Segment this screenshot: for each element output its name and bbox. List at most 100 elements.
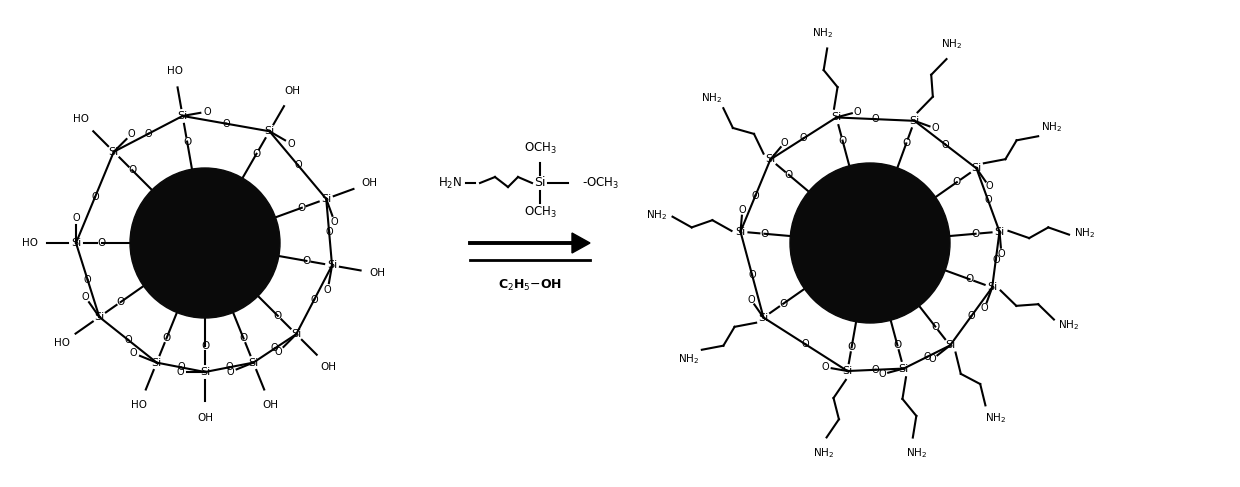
Text: NH$_2$: NH$_2$ — [701, 91, 722, 105]
Text: NH$_2$: NH$_2$ — [985, 411, 1006, 425]
Text: O: O — [303, 256, 310, 266]
Text: O: O — [847, 342, 856, 353]
Text: O: O — [128, 165, 136, 175]
Text: O: O — [253, 149, 260, 159]
Text: O: O — [272, 343, 279, 354]
Text: O: O — [781, 138, 789, 148]
Text: NH$_2$: NH$_2$ — [812, 26, 833, 40]
Text: Si: Si — [109, 147, 119, 157]
Text: O: O — [294, 160, 301, 170]
Text: Si: Si — [759, 313, 769, 322]
Text: Si: Si — [735, 226, 745, 237]
Text: O: O — [128, 129, 135, 139]
Text: O: O — [746, 295, 755, 304]
Text: O: O — [903, 138, 910, 149]
Text: O: O — [838, 135, 847, 146]
Text: O: O — [324, 285, 331, 295]
Text: HO: HO — [73, 114, 89, 124]
Text: O: O — [800, 133, 807, 144]
Text: Fe$_3$O$_4$: Fe$_3$O$_4$ — [174, 232, 237, 254]
Text: OCH$_3$: OCH$_3$ — [523, 140, 557, 155]
Text: Si: Si — [765, 154, 775, 165]
Text: O: O — [91, 192, 99, 203]
Text: Fe$_3$O$_4$: Fe$_3$O$_4$ — [838, 232, 901, 254]
Text: O: O — [298, 203, 306, 213]
Text: O: O — [952, 177, 961, 187]
Text: O: O — [931, 321, 940, 332]
Text: O: O — [751, 190, 759, 201]
Text: O: O — [184, 136, 191, 147]
Text: O: O — [201, 341, 210, 351]
Text: O: O — [966, 274, 973, 284]
Polygon shape — [572, 233, 590, 253]
Text: O: O — [872, 365, 879, 375]
Text: O: O — [177, 362, 185, 372]
Text: O: O — [992, 255, 999, 264]
Text: Si: Si — [248, 357, 258, 368]
Text: HO: HO — [22, 238, 38, 248]
Text: O: O — [98, 238, 107, 248]
Text: OH: OH — [321, 362, 337, 372]
Text: Si: Si — [71, 238, 81, 248]
Text: Si: Si — [909, 116, 920, 126]
Text: Si: Si — [94, 312, 104, 322]
Text: O: O — [275, 347, 283, 357]
Text: O: O — [226, 362, 233, 372]
Text: NH$_2$: NH$_2$ — [678, 352, 699, 366]
Text: O: O — [117, 297, 125, 307]
Text: NH$_2$: NH$_2$ — [1040, 120, 1061, 134]
Text: O: O — [872, 114, 879, 124]
Text: O: O — [893, 340, 901, 350]
Text: O: O — [227, 367, 234, 377]
Text: Si: Si — [994, 226, 1004, 237]
Text: O: O — [981, 303, 988, 313]
Text: HO: HO — [53, 338, 69, 348]
Text: O: O — [222, 119, 229, 129]
Text: O: O — [971, 229, 980, 239]
Text: O: O — [274, 311, 281, 321]
Text: O: O — [288, 139, 295, 149]
Text: O: O — [130, 348, 138, 358]
Text: O: O — [72, 213, 79, 223]
Text: Si: Si — [291, 329, 301, 339]
Text: O: O — [331, 217, 339, 227]
Text: Si: Si — [177, 111, 187, 121]
Text: O: O — [310, 295, 317, 305]
Text: Si: Si — [151, 357, 161, 368]
Text: Si: Si — [971, 164, 982, 173]
Text: C$_2$H$_5$$-$OH: C$_2$H$_5$$-$OH — [498, 278, 562, 293]
Text: HO: HO — [166, 66, 182, 75]
Text: O: O — [162, 334, 171, 343]
Text: O: O — [739, 205, 746, 215]
Text: Si: Si — [831, 112, 842, 122]
Text: O: O — [325, 227, 334, 237]
Text: O: O — [998, 248, 1006, 259]
Text: NH$_2$: NH$_2$ — [1074, 226, 1095, 240]
Circle shape — [130, 168, 280, 318]
Text: O: O — [748, 270, 756, 280]
Text: O: O — [779, 299, 787, 309]
Text: O: O — [967, 312, 975, 321]
Text: O: O — [822, 362, 830, 372]
Circle shape — [790, 163, 950, 323]
Text: O: O — [760, 229, 769, 239]
Text: NH$_2$: NH$_2$ — [646, 208, 667, 222]
Text: OCH$_3$: OCH$_3$ — [523, 205, 557, 220]
Text: OH: OH — [284, 87, 300, 96]
Text: Si: Si — [321, 194, 331, 204]
Text: OH: OH — [197, 413, 213, 423]
Text: Si: Si — [534, 176, 546, 189]
Text: HO: HO — [131, 400, 148, 410]
Text: Si: Si — [987, 282, 997, 293]
Text: O: O — [941, 140, 950, 150]
Text: O: O — [239, 334, 248, 343]
Text: -OCH$_3$: -OCH$_3$ — [582, 175, 619, 190]
Text: H$_2$N: H$_2$N — [438, 175, 463, 190]
Text: OH: OH — [263, 400, 279, 410]
Text: Si: Si — [842, 366, 853, 376]
Text: OH: OH — [370, 268, 386, 279]
Text: OH: OH — [361, 178, 377, 188]
Text: O: O — [986, 182, 993, 191]
Text: O: O — [203, 107, 211, 116]
Text: NH$_2$: NH$_2$ — [906, 446, 928, 460]
